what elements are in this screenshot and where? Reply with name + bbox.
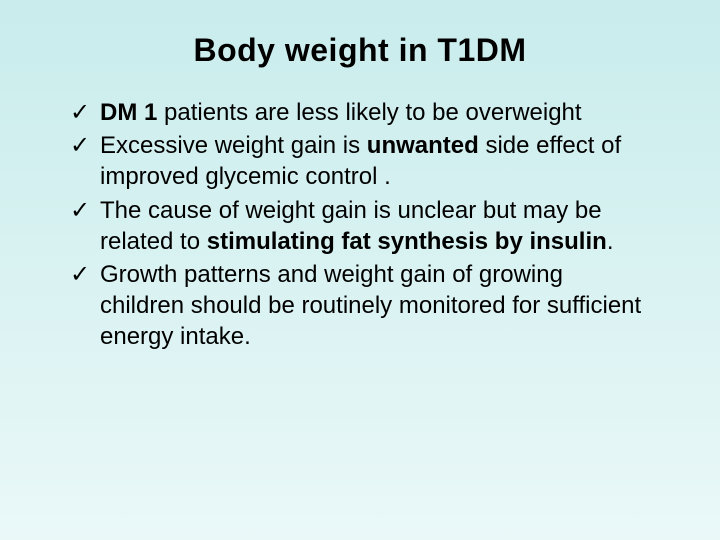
checkmark-icon: ✓ [70, 259, 90, 290]
list-item: ✓ The cause of weight gain is unclear but… [70, 195, 650, 257]
checkmark-icon: ✓ [70, 195, 90, 226]
list-item-text: DM 1 patients are less likely to be over… [100, 99, 582, 126]
checkmark-icon: ✓ [70, 97, 90, 128]
list-item-text: Excessive weight gain is unwanted side e… [100, 132, 621, 190]
list-item: ✓ DM 1 patients are less likely to be ove… [70, 97, 650, 128]
bullet-list: ✓ DM 1 patients are less likely to be ove… [70, 97, 650, 353]
list-item-text: Growth patterns and weight gain of growi… [100, 261, 641, 350]
list-item: ✓ Growth patterns and weight gain of grow… [70, 259, 650, 353]
checkmark-icon: ✓ [70, 130, 90, 161]
list-item: ✓ Excessive weight gain is unwanted side … [70, 130, 650, 192]
list-item-text: The cause of weight gain is unclear but … [100, 197, 613, 255]
slide-title: Body weight in T1DM [70, 32, 650, 69]
